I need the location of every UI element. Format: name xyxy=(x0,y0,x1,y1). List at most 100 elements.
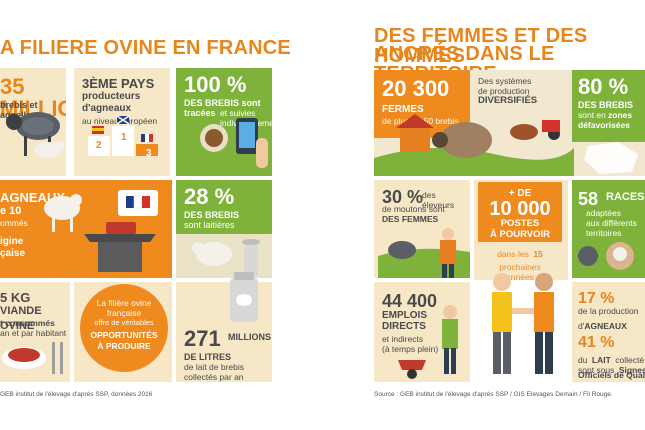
litres-unit: MILLIONS xyxy=(228,332,271,342)
opp-line1: La filière ovine xyxy=(96,298,152,308)
podium-2: 2 xyxy=(96,140,102,151)
milk-can-icon xyxy=(230,272,258,322)
fermes-number: 20 300 xyxy=(382,76,450,101)
emplois-line4: (à temps plein) xyxy=(382,344,439,354)
opp-line3: offre de véritables xyxy=(94,318,154,327)
systemes-block: Des systèmes de production DIVERSIFIÉS xyxy=(478,76,537,106)
femmes-line3: DES FEMMES xyxy=(382,214,439,224)
zones-sub: sont en xyxy=(578,110,606,120)
races-number: 58 xyxy=(578,189,599,209)
sheep-icon xyxy=(6,112,65,158)
viande-number: 5 KG xyxy=(0,290,31,305)
postes-line3b: 15 xyxy=(533,249,543,259)
wheelbarrow-icon xyxy=(398,305,458,379)
emplois-line1: EMPLOIS xyxy=(382,310,428,321)
signes-line3b: LAIT xyxy=(591,355,611,365)
rank-label: producteurs d'agneaux xyxy=(82,91,141,114)
left-title: A FILIERE OVINE EN FRANCE xyxy=(0,37,291,59)
woman-farmer-icon xyxy=(378,228,470,278)
signes-line1: de la production xyxy=(578,306,639,316)
postes-line2: À POURVOIR xyxy=(489,229,550,240)
signes-line3c: collecté xyxy=(615,355,645,365)
litres-sub: collectés par an xyxy=(184,372,244,382)
left-source: GEB institut de l'élevage d'après SSP, d… xyxy=(0,391,153,398)
opp-line4: OPPORTUNITÉS xyxy=(90,330,158,340)
zones-sub2: zones xyxy=(608,110,633,120)
tile-postes: + DE 10 000 POSTES À POURVOIR xyxy=(478,182,562,242)
femmes-line2: de moutons sont xyxy=(382,204,445,214)
races-sub3: territoires xyxy=(586,228,622,238)
sheep-breeds-icon xyxy=(578,242,634,270)
signes-line2: d' xyxy=(578,321,585,331)
zones-label: DES BREBIS xyxy=(578,100,634,110)
races-sub2: aux différents xyxy=(586,218,637,228)
trace-label2: tracées xyxy=(184,108,216,118)
signes-line5: Officiels de Qual xyxy=(578,370,645,380)
postes-number: 10 000 xyxy=(489,198,551,220)
laitieres-label2: sont laitières xyxy=(184,220,235,230)
viande-line2: t consommés xyxy=(0,318,55,328)
agneaux-line4: igine xyxy=(0,236,24,247)
zones-sub3: défavorisées xyxy=(578,120,630,130)
races-sub1: adaptées xyxy=(586,208,621,218)
laitieres-label: DES BREBIS xyxy=(184,210,240,220)
systemes-line1: Des systèmes xyxy=(478,76,532,86)
viande-line3: an et par habitant xyxy=(0,328,67,338)
emplois-number: 44 400 xyxy=(382,291,438,311)
handshake-icon xyxy=(492,273,554,374)
signes-line4b: Signes xyxy=(618,365,645,375)
races-label: RACES xyxy=(606,191,645,203)
signes-line3: du xyxy=(578,355,588,365)
litres-label: de lait de brebis xyxy=(184,362,245,372)
signes-line3-wrap: du LAIT collecté xyxy=(578,350,644,368)
trace-label: DES BREBIS sont xyxy=(184,98,261,108)
agneaux-line2: e 10 xyxy=(0,205,22,217)
france-map-icon xyxy=(584,142,638,174)
farm-icon xyxy=(374,114,574,176)
scale-icon xyxy=(44,190,158,272)
opportunites-circle: La filière ovine française offre de véri… xyxy=(80,284,168,372)
fermes-label: FERMES xyxy=(382,104,424,115)
postes-plus: + DE xyxy=(508,188,532,199)
femmes-line1: des éleveurs xyxy=(422,190,455,210)
opp-line5: À PRODUIRE xyxy=(97,341,151,351)
right-title-1: DES FEMMES ET DES HOMMES xyxy=(374,25,588,67)
femmes-number: 30 % xyxy=(382,187,424,207)
postes-line1: POSTES xyxy=(500,218,540,229)
emplois-line3: et indirects xyxy=(382,334,424,344)
agneaux-line5: çaise xyxy=(0,248,26,259)
signes-line4: sont sous xyxy=(578,365,615,375)
postes-sub: dans les 15 prochaines années xyxy=(482,244,558,282)
signes-line2b: AGNEAUX xyxy=(584,321,627,331)
signes-number2: 41 % xyxy=(578,334,615,351)
signes-number1: 17 % xyxy=(578,290,615,307)
systemes-line2: de production xyxy=(478,86,530,96)
trace-number: 100 % xyxy=(184,72,247,97)
opp-line2: française xyxy=(106,308,142,318)
agneaux-line3: ommés xyxy=(0,218,28,228)
litres-number: 271 xyxy=(184,326,221,351)
phone-icon xyxy=(200,118,268,168)
postes-line4: prochaines xyxy=(499,262,541,272)
podium-icon xyxy=(88,115,158,156)
emplois-line2: DIRECTS xyxy=(382,321,426,332)
sheep-icon-2 xyxy=(192,239,260,276)
tile-signes: 17 % de la production d'AGNEAUX 41 % du … xyxy=(572,282,645,382)
systemes-line3: DIVERSIFIÉS xyxy=(478,95,538,106)
signes-line2-wrap: d'AGNEAUX xyxy=(578,316,627,334)
podium-3: 3 xyxy=(146,148,152,159)
viande-line1: VIANDE OVINE xyxy=(0,305,42,332)
brebis-label: brebis et agnelles xyxy=(0,100,38,120)
signes-line4-wrap: sont sous Signes xyxy=(578,360,645,378)
podium-1: 1 xyxy=(121,132,127,143)
rank-value: 3ÈME PAYS xyxy=(82,76,155,91)
laitieres-number: 28 % xyxy=(184,184,235,209)
tile-zones: 80 % DES BREBIS sont en zones défavorisé… xyxy=(572,70,645,142)
right-source: Source : GEB institut de l'élevage d'apr… xyxy=(374,391,613,398)
litres-unit2: DE LITRES xyxy=(184,352,232,362)
postes-line5: années xyxy=(506,272,534,282)
brebis-number: 35 MILLIONS xyxy=(0,74,66,121)
meat-icon xyxy=(2,342,63,374)
postes-line3: dans les xyxy=(497,249,529,259)
zones-number: 80 % xyxy=(578,74,629,99)
